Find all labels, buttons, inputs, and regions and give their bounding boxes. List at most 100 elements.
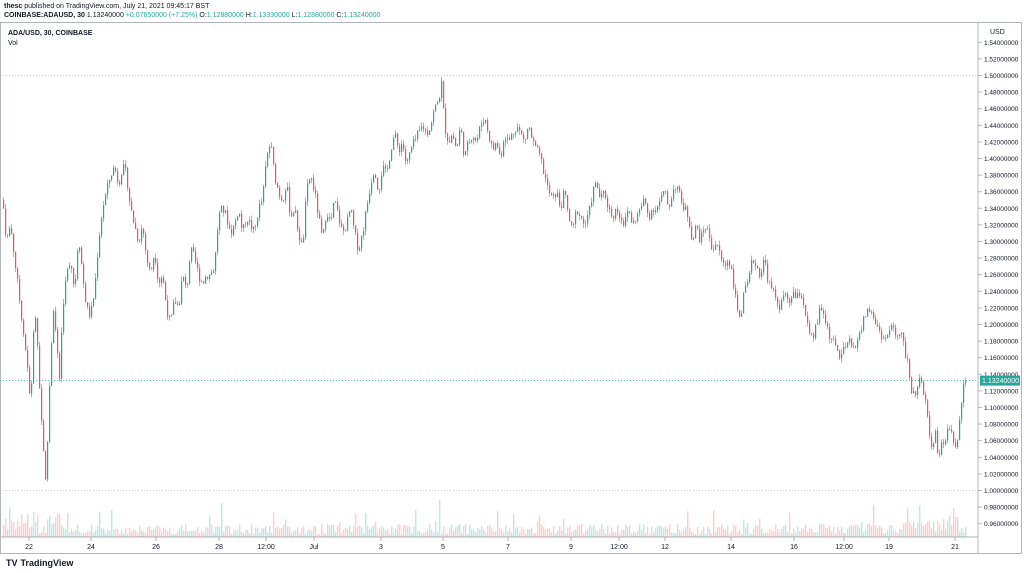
- volume-bar: [217, 526, 219, 537]
- candle-body: [923, 382, 925, 395]
- candle-body: [691, 226, 693, 240]
- candle-body: [651, 210, 653, 220]
- candle-body: [895, 327, 897, 336]
- volume-bar: [327, 524, 329, 537]
- volume-bar: [309, 529, 311, 537]
- candle-body: [93, 298, 95, 307]
- candle-body: [855, 346, 857, 348]
- candle-body: [155, 257, 157, 263]
- volume-bar: [813, 532, 815, 537]
- volume-bar: [77, 525, 79, 537]
- volume-bar: [869, 523, 871, 537]
- volume-bar: [597, 531, 599, 537]
- candle-body: [83, 264, 85, 284]
- author-name[interactable]: thesc: [4, 3, 23, 10]
- candle-body: [573, 224, 575, 225]
- volume-bar: [447, 533, 449, 537]
- candle-body: [37, 318, 39, 346]
- volume-bar: [113, 529, 115, 537]
- volume-bar: [29, 527, 31, 537]
- volume-bar: [107, 529, 109, 537]
- candle-body: [453, 135, 455, 139]
- volume-bar: [331, 524, 333, 537]
- volume-bar: [321, 524, 323, 537]
- price-axis[interactable]: 1.54000000 1.52000000 1.50000000 1.48000000…: [978, 40, 1019, 528]
- candle-body: [35, 318, 37, 332]
- candle-body: [53, 311, 55, 344]
- candle-body: [335, 201, 337, 203]
- volume-bar: [283, 524, 285, 537]
- candle-body: [841, 354, 843, 359]
- time-tick-label: 12: [661, 544, 669, 551]
- price-tick-label: 1.08000000: [984, 422, 1019, 429]
- volume-bar: [723, 529, 725, 537]
- price-chart[interactable]: 1.54000000 1.52000000 1.50000000 1.48000000…: [0, 22, 1024, 554]
- volume-bar: [857, 524, 859, 537]
- volume-bar: [495, 531, 497, 537]
- volume-bar: [503, 532, 505, 537]
- candle-body: [121, 174, 123, 185]
- volume-bar: [125, 528, 127, 537]
- candle-body: [303, 237, 305, 243]
- volume-bar: [729, 533, 731, 537]
- candle-body: [411, 146, 413, 153]
- candle-body: [371, 182, 373, 194]
- candle-body: [125, 164, 127, 169]
- candle-body: [607, 197, 609, 208]
- volume-bar: [179, 528, 181, 537]
- candle-body: [525, 138, 527, 140]
- volume-bar: [311, 530, 313, 537]
- volume-bar: [157, 524, 159, 537]
- candle-body: [661, 195, 663, 202]
- candle-body: [945, 440, 947, 444]
- volume-bar: [211, 524, 213, 537]
- volume-bar: [53, 522, 55, 537]
- candle-body: [485, 120, 487, 123]
- candle-body: [871, 311, 873, 313]
- candle-body: [387, 168, 389, 170]
- candle-body: [161, 277, 163, 283]
- candle-body: [337, 201, 339, 210]
- candle-body: [537, 145, 539, 148]
- volume-bar: [635, 532, 637, 537]
- candle-body: [101, 218, 103, 236]
- volume-bar: [93, 532, 95, 537]
- candle-body: [301, 240, 303, 243]
- volume-bar: [701, 530, 703, 537]
- volume-bar: [625, 524, 627, 537]
- candle-body: [231, 228, 233, 235]
- candle-body: [795, 291, 797, 299]
- price-tick-label: 1.00000000: [984, 488, 1019, 495]
- candle-body: [545, 174, 547, 179]
- volume-bar: [139, 525, 141, 537]
- volume-bar: [225, 526, 227, 537]
- volume-bar: [681, 532, 683, 537]
- volume-bar: [553, 526, 555, 537]
- volume-bar: [891, 525, 893, 537]
- candle-body: [767, 263, 769, 282]
- volume-bar: [241, 531, 243, 537]
- price-tick-label: 1.16000000: [984, 355, 1019, 362]
- time-tick-label: 12:00: [610, 544, 628, 551]
- volume-bar: [737, 532, 739, 537]
- volume-bar: [673, 533, 675, 537]
- candle-body: [175, 302, 177, 304]
- candle-body: [5, 208, 7, 235]
- candle-body: [739, 310, 741, 317]
- volume-bar: [401, 533, 403, 537]
- volume-bar: [873, 504, 875, 537]
- candle-body: [165, 282, 167, 301]
- tradingview-logo[interactable]: TV TradingView: [6, 558, 73, 568]
- candle-body: [825, 313, 827, 323]
- volume-bar: [959, 531, 961, 537]
- candle-body: [899, 334, 901, 337]
- candle-body: [407, 159, 409, 162]
- time-axis[interactable]: 22 24 26 28 12:00 Jul 3 5 7 9 12:00 12 14 16 12:00 19 21: [25, 537, 959, 551]
- volume-bar: [507, 531, 509, 537]
- volume-bar: [721, 524, 723, 537]
- candle-body: [319, 213, 321, 219]
- candle-body: [127, 168, 129, 189]
- candle-body: [431, 122, 433, 131]
- open-label: O:: [199, 12, 207, 19]
- volume-bar: [951, 525, 953, 537]
